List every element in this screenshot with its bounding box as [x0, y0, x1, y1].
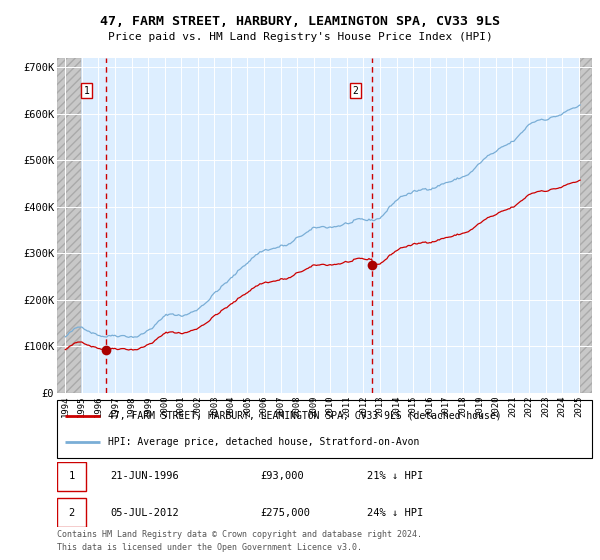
Text: This data is licensed under the Open Government Licence v3.0.: This data is licensed under the Open Gov…	[57, 543, 362, 552]
Text: HPI: Average price, detached house, Stratford-on-Avon: HPI: Average price, detached house, Stra…	[108, 437, 419, 447]
Text: 1: 1	[68, 472, 75, 481]
Text: Contains HM Land Registry data © Crown copyright and database right 2024.: Contains HM Land Registry data © Crown c…	[57, 530, 422, 539]
Bar	[57, 498, 86, 528]
Text: 21-JUN-1996: 21-JUN-1996	[110, 472, 179, 481]
Text: £93,000: £93,000	[260, 472, 304, 481]
Text: 05-JUL-2012: 05-JUL-2012	[110, 508, 179, 517]
Bar	[57, 461, 86, 491]
Text: £275,000: £275,000	[260, 508, 310, 517]
Text: Price paid vs. HM Land Registry's House Price Index (HPI): Price paid vs. HM Land Registry's House …	[107, 32, 493, 42]
Text: 24% ↓ HPI: 24% ↓ HPI	[367, 508, 424, 517]
Text: 47, FARM STREET, HARBURY, LEAMINGTON SPA, CV33 9LS: 47, FARM STREET, HARBURY, LEAMINGTON SPA…	[100, 15, 500, 28]
Text: 2: 2	[352, 86, 358, 96]
Text: 47, FARM STREET, HARBURY, LEAMINGTON SPA, CV33 9LS (detached house): 47, FARM STREET, HARBURY, LEAMINGTON SPA…	[108, 410, 502, 421]
Text: 2: 2	[68, 508, 75, 517]
Text: 21% ↓ HPI: 21% ↓ HPI	[367, 472, 424, 481]
Bar	[580, 58, 592, 393]
Text: 1: 1	[83, 86, 89, 96]
Bar	[57, 58, 81, 393]
